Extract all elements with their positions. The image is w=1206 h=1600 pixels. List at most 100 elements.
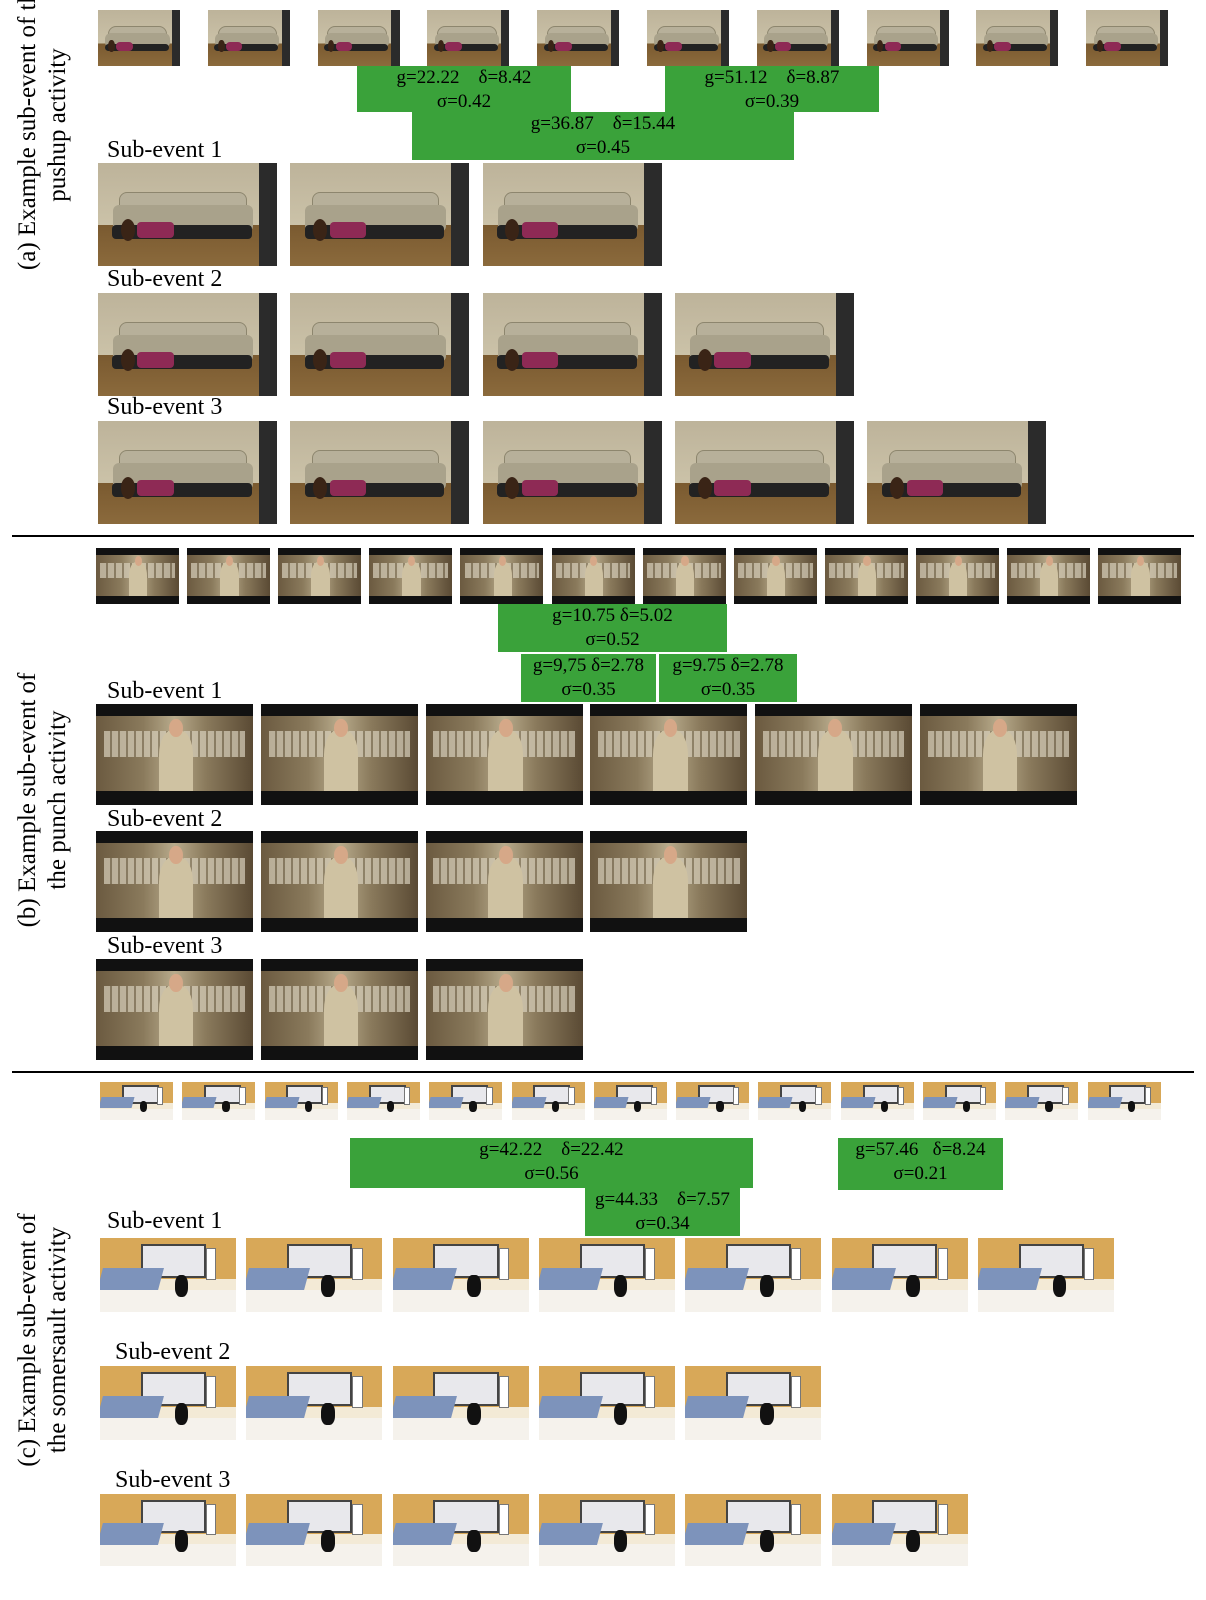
- panel-b-strip-frame: [96, 548, 179, 604]
- panel-b-label-line2: the punch activity: [44, 710, 71, 890]
- panel-a-box-3: g=36.87 δ=15.44 σ=0.45: [412, 112, 794, 160]
- panel-c-strip-frame: [264, 1082, 338, 1120]
- panel-b-sub-event-1-frame: [755, 704, 913, 805]
- panel-b-strip-frame: [1098, 548, 1182, 604]
- panel-c-sub-event-2-frame: [538, 1366, 675, 1440]
- panel-c-sub-event-3-label: Sub-event 3: [115, 1467, 231, 1493]
- panel-b-strip-frame: [460, 548, 544, 604]
- panel-c-sub-event-1-frame: [831, 1238, 968, 1312]
- panel-a-sub-event-2-frame: [482, 293, 662, 396]
- panel-a-sub-event-3-frame: [674, 421, 854, 524]
- panel-c-label-line2: the somersault activity: [44, 1226, 71, 1454]
- panel-a-sub-event-2-frame: [674, 293, 854, 396]
- panel-c-sub-event-1-label: Sub-event 1: [107, 1208, 223, 1234]
- panel-c-sub-event-2-frame: [685, 1366, 822, 1440]
- panel-a-box-1: g=22.22 δ=8.42 σ=0.42: [357, 66, 571, 112]
- panel-b-sub-event-2-frame: [425, 831, 583, 932]
- panel-b-sub-event-3-frame: [260, 959, 418, 1060]
- panel-b-box-3: g=9.75 δ=2.78 σ=0.35: [659, 654, 797, 702]
- panel-a-sub-event-2-frame: [98, 293, 277, 396]
- panel-a-strip-frame: [1086, 10, 1169, 66]
- panel-b-label-line1: (b) Example sub-event of: [14, 672, 41, 928]
- panel-divider-1: [12, 535, 1194, 537]
- panel-c-strip-frame: [429, 1082, 503, 1120]
- panel-a-strip-frame: [756, 10, 839, 66]
- panel-c-sub-event-1-frame: [977, 1238, 1114, 1312]
- panel-b-sub-event-1-frame: [590, 704, 748, 805]
- box-line2: σ=0.35: [700, 679, 756, 700]
- panel-a-label-line2: pushup activity: [44, 48, 71, 202]
- panel-b-strip-frame: [733, 548, 817, 604]
- panel-c-box-2: g=57.46 δ=8.24 σ=0.21: [838, 1138, 1003, 1190]
- box-line2: σ=0.45: [575, 137, 631, 158]
- panel-c-strip-frame: [100, 1082, 173, 1120]
- panel-b-strip-frame: [642, 548, 726, 604]
- panel-b-sub-event-3-label: Sub-event 3: [107, 933, 223, 959]
- panel-a-sub-event-3-frame: [98, 421, 277, 524]
- panel-c-sub-event-3-frame: [246, 1494, 383, 1566]
- panel-c-sub-event-3-frame: [100, 1494, 236, 1566]
- panel-b-sub-event-1-frame: [96, 704, 253, 805]
- panel-a-strip-frame: [976, 10, 1059, 66]
- panel-a-strip-frame: [317, 10, 400, 66]
- panel-c-box-1: g=42.22 δ=22.42 σ=0.56: [350, 1138, 753, 1188]
- panel-b-strip-frame: [915, 548, 999, 604]
- box-line2: σ=0.39: [744, 91, 800, 112]
- panel-a-strip-frame: [647, 10, 729, 66]
- panel-a-sub-event-3-frame: [290, 421, 470, 524]
- panel-c-sub-event-2-frame: [392, 1366, 529, 1440]
- panel-c-sub-event-3-frame: [685, 1494, 822, 1566]
- panel-divider-2: [12, 1071, 1194, 1073]
- box-line1: g=44.33 δ=7.57: [595, 1189, 730, 1210]
- box-line1: g=9,75 δ=2.78: [532, 655, 645, 676]
- panel-c-strip-frame: [676, 1082, 750, 1120]
- panel-c-strip-frame: [1087, 1082, 1161, 1120]
- panel-a-label-line1: (a) Example sub-event of the: [14, 0, 41, 271]
- panel-b-sub-event-2-frame: [96, 831, 253, 932]
- panel-c-strip-frame: [923, 1082, 996, 1120]
- box-line1: g=36.87 δ=15.44: [530, 113, 676, 134]
- panel-c-sub-event-1-frame: [246, 1238, 383, 1312]
- panel-a-sub-event-1-frame: [290, 163, 470, 266]
- box-line2: σ=0.42: [436, 91, 492, 112]
- panel-a-box-2: g=51.12 δ=8.87 σ=0.39: [665, 66, 879, 112]
- box-line1: g=57.46 δ=8.24: [855, 1139, 986, 1160]
- panel-a-strip-frame: [537, 10, 620, 66]
- box-line2: σ=0.35: [561, 679, 616, 700]
- panel-c-sub-event-1-frame: [392, 1238, 529, 1312]
- box-line2: σ=0.52: [585, 629, 640, 650]
- panel-c-box-3: g=44.33 δ=7.57 σ=0.34: [585, 1188, 740, 1236]
- panel-a-sub-event-3-frame: [482, 421, 662, 524]
- panel-c-sub-event-3-frame: [831, 1494, 968, 1566]
- panel-c-strip-frame: [593, 1082, 667, 1120]
- panel-c-strip-frame: [346, 1082, 420, 1120]
- panel-b-label: (b) Example sub-event of the punch activ…: [8, 580, 78, 1020]
- panel-b-sub-event-2-frame: [260, 831, 418, 932]
- panel-c-sub-event-1-frame: [685, 1238, 822, 1312]
- panel-c-strip-frame: [840, 1082, 914, 1120]
- panel-a-sub-event-1-frame: [98, 163, 277, 266]
- panel-c-sub-event-2-frame: [246, 1366, 383, 1440]
- box-line2: σ=0.56: [524, 1163, 579, 1184]
- panel-b-sub-event-1-label: Sub-event 1: [107, 678, 223, 704]
- panel-a-strip-frame: [98, 10, 180, 66]
- panel-b-sub-event-3-frame: [96, 959, 253, 1060]
- panel-c-sub-event-1-frame: [538, 1238, 675, 1312]
- panel-b-strip-frame: [1007, 548, 1090, 604]
- panel-b-strip-frame: [824, 548, 908, 604]
- panel-c-label-line1: (c) Example sub-event of: [14, 1213, 41, 1467]
- panel-b-strip-frame: [551, 548, 635, 604]
- panel-a-sub-event-1-frame: [482, 163, 662, 266]
- panel-b-sub-event-2-frame: [590, 831, 748, 932]
- panel-b-sub-event-2-label: Sub-event 2: [107, 806, 223, 832]
- panel-b-box-2: g=9,75 δ=2.78 σ=0.35: [521, 654, 656, 702]
- panel-b-sub-event-3-frame: [425, 959, 583, 1060]
- panel-b-sub-event-1-frame: [920, 704, 1077, 805]
- panel-b-strip-frame: [278, 548, 362, 604]
- panel-c-sub-event-3-frame: [392, 1494, 529, 1566]
- panel-c-strip-frame: [511, 1082, 585, 1120]
- panel-a-label: (a) Example sub-event of the pushup acti…: [8, 0, 78, 345]
- panel-c-sub-event-2-label: Sub-event 2: [115, 1339, 231, 1365]
- panel-a-sub-event-1-label: Sub-event 1: [107, 137, 223, 163]
- box-line1: g=9.75 δ=2.78: [672, 655, 784, 676]
